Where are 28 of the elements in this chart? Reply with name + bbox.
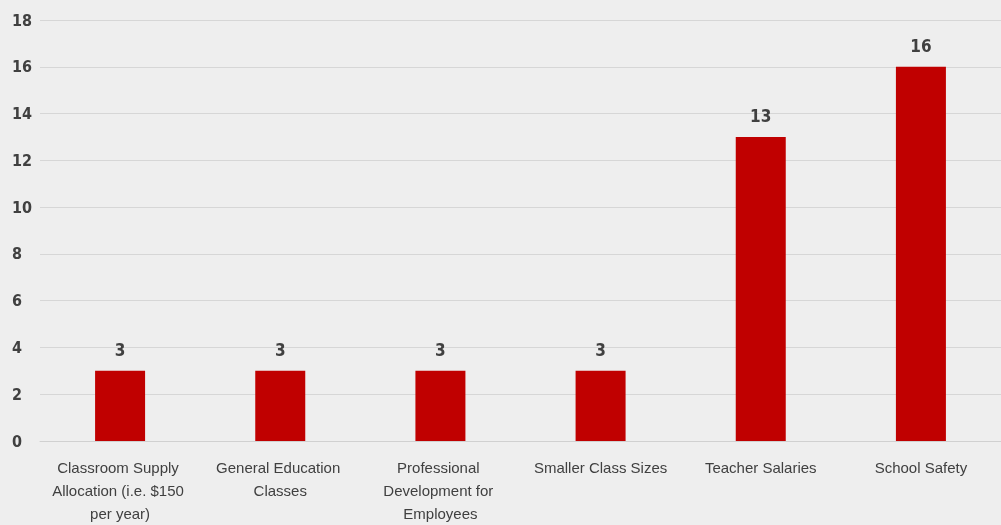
y-tick-label: 16	[12, 57, 33, 77]
bar	[95, 370, 146, 441]
y-tick-label: 18	[12, 10, 33, 30]
data-label: 3	[114, 340, 126, 361]
data-label: 3	[274, 340, 286, 361]
bar	[255, 370, 306, 441]
bar	[415, 370, 466, 441]
x-tick-label: Professional Development for Employees	[383, 459, 498, 522]
y-tick-label: 6	[12, 291, 23, 311]
y-tick-label: 4	[12, 337, 23, 357]
data-label: 16	[910, 36, 932, 57]
y-tick-label: 10	[12, 197, 33, 217]
bar	[895, 66, 946, 441]
y-tick-label: 2	[12, 384, 23, 404]
data-label: 3	[595, 340, 606, 361]
data-label: 13	[750, 106, 772, 127]
y-tick-label: 8	[12, 244, 23, 264]
y-tick-label: 12	[12, 150, 33, 170]
x-tick-label: School Safety	[874, 459, 968, 476]
data-label: 3	[435, 340, 446, 361]
x-tick-label: General Education Classes	[216, 459, 345, 499]
x-tick-label: Teacher Salaries	[704, 459, 817, 476]
bar	[735, 136, 786, 441]
x-tick-label: Classroom Supply Allocation (i.e. $150 per year)	[52, 459, 189, 522]
y-tick-label: 14	[12, 104, 33, 124]
x-tick-label: Smaller Class Sizes	[533, 459, 668, 476]
bar	[575, 370, 626, 441]
y-tick-label: 0	[12, 431, 23, 451]
